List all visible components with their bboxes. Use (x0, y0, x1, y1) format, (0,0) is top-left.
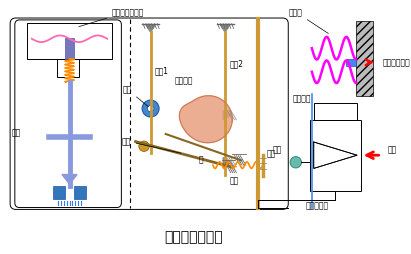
Bar (346, 59, 356, 67)
Text: 杠杆2: 杠杆2 (230, 59, 244, 68)
Text: 恒节流孔: 恒节流孔 (293, 94, 312, 103)
Text: 杠杆1: 杠杆1 (155, 67, 169, 75)
Circle shape (142, 101, 159, 118)
Bar (57, 59, 79, 78)
Polygon shape (223, 158, 231, 167)
Bar (53, 186, 65, 199)
Polygon shape (314, 142, 357, 169)
Text: 轴: 轴 (199, 155, 203, 164)
Text: 气源: 气源 (387, 145, 397, 154)
Polygon shape (62, 175, 77, 184)
Bar (74, 186, 86, 199)
Text: 挡板: 挡板 (267, 149, 276, 158)
Bar (356, 22, 373, 97)
Polygon shape (223, 111, 231, 120)
Text: 压力信号输入: 压力信号输入 (383, 59, 410, 68)
Circle shape (139, 141, 149, 152)
Bar (65, 39, 74, 59)
Text: 滚轮: 滚轮 (122, 85, 148, 107)
Text: 气动薄膜调节阀: 气动薄膜调节阀 (79, 8, 144, 27)
Circle shape (290, 157, 301, 168)
Polygon shape (220, 25, 230, 33)
Circle shape (147, 106, 154, 112)
Polygon shape (179, 96, 232, 143)
Text: 喷嘴: 喷嘴 (272, 144, 282, 153)
Text: 气动放大器: 气动放大器 (305, 201, 328, 210)
Text: 气动阀门定位器: 气动阀门定位器 (165, 229, 223, 243)
Polygon shape (146, 25, 155, 33)
Text: 弹簧: 弹簧 (230, 175, 239, 184)
Text: 波纹管: 波纹管 (288, 8, 328, 34)
Text: 偏心凸轮: 偏心凸轮 (175, 76, 194, 85)
Text: 摆杆: 摆杆 (121, 137, 181, 154)
Text: 平板: 平板 (12, 128, 21, 136)
Bar (314, 103, 357, 120)
Bar (310, 120, 361, 191)
